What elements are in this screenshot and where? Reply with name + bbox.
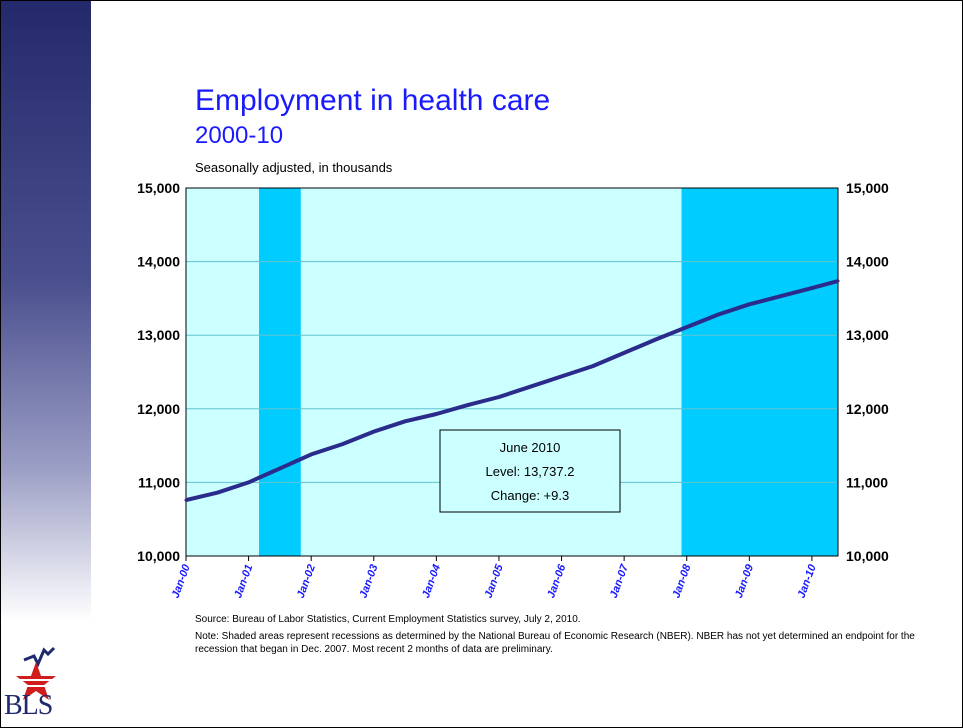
y-tick-label-right: 13,000 xyxy=(846,327,889,343)
annotation-text: Change: +9.3 xyxy=(491,488,569,503)
data-point xyxy=(528,385,532,389)
x-tick-label: Jan-09 xyxy=(733,562,756,600)
data-point xyxy=(340,442,344,446)
y-tick-label-right: 15,000 xyxy=(846,180,889,196)
data-point xyxy=(403,419,407,423)
y-tick-label-left: 10,000 xyxy=(137,548,180,564)
data-point xyxy=(622,351,626,355)
x-tick-label: Jan-06 xyxy=(545,562,568,600)
x-tick-label: Jan-05 xyxy=(483,562,506,600)
recession-band-2 xyxy=(681,188,838,556)
side-band xyxy=(1,1,91,621)
series-line-1 xyxy=(185,279,839,503)
data-point xyxy=(810,286,814,290)
chart-subtitle: 2000-10 xyxy=(195,122,284,149)
data-point xyxy=(836,279,840,283)
data-point xyxy=(278,466,282,470)
bls-logo-icon xyxy=(16,646,56,700)
source-note: Source: Bureau of Labor Statistics, Curr… xyxy=(195,614,581,625)
data-point xyxy=(434,412,438,416)
data-point xyxy=(184,498,188,502)
chart-title: Employment in health care xyxy=(195,84,551,117)
annotation-text: June 2010 xyxy=(500,440,561,455)
data-point xyxy=(747,302,751,306)
annotation-box xyxy=(439,429,621,513)
bls-logo-text: BLS xyxy=(4,690,53,721)
x-tick-label: Jan-04 xyxy=(420,563,443,600)
x-tick-label: Jan-08 xyxy=(670,562,693,600)
data-point xyxy=(466,403,470,407)
y-tick-label-right: 10,000 xyxy=(846,548,889,564)
x-tick-label: Jan-02 xyxy=(295,563,318,600)
recession-band-1 xyxy=(259,188,301,556)
data-point xyxy=(716,313,720,317)
plot-border xyxy=(185,187,839,557)
data-point xyxy=(372,430,376,434)
annotation-text: Level: 13,737.2 xyxy=(486,464,575,479)
data-point xyxy=(685,325,689,329)
data-point xyxy=(653,338,657,342)
data-point xyxy=(215,491,219,495)
x-tick-label: Jan-03 xyxy=(357,563,380,600)
x-tick-label: Jan-01 xyxy=(232,563,255,600)
y-tick-label-right: 14,000 xyxy=(846,254,889,270)
unit-label: Seasonally adjusted, in thousands xyxy=(195,160,393,175)
data-point xyxy=(591,364,595,368)
recession-note: Note: Shaded areas represent recessions … xyxy=(195,631,915,655)
y-tick-label-left: 11,000 xyxy=(138,474,180,490)
y-tick-label-right: 12,000 xyxy=(846,401,889,417)
y-tick-label-left: 15,000 xyxy=(137,180,180,196)
data-point xyxy=(560,374,564,378)
data-point xyxy=(779,294,783,298)
y-tick-label-right: 11,000 xyxy=(846,474,888,490)
x-tick-label: Jan-00 xyxy=(170,562,193,600)
data-point xyxy=(309,452,313,456)
y-tick-label-left: 12,000 xyxy=(137,401,180,417)
data-point xyxy=(497,395,501,399)
y-tick-label-left: 13,000 xyxy=(137,327,180,343)
y-tick-label-left: 14,000 xyxy=(137,254,180,270)
x-tick-label: Jan-10 xyxy=(796,562,819,600)
x-tick-label: Jan-07 xyxy=(608,562,631,600)
data-point xyxy=(247,480,251,484)
